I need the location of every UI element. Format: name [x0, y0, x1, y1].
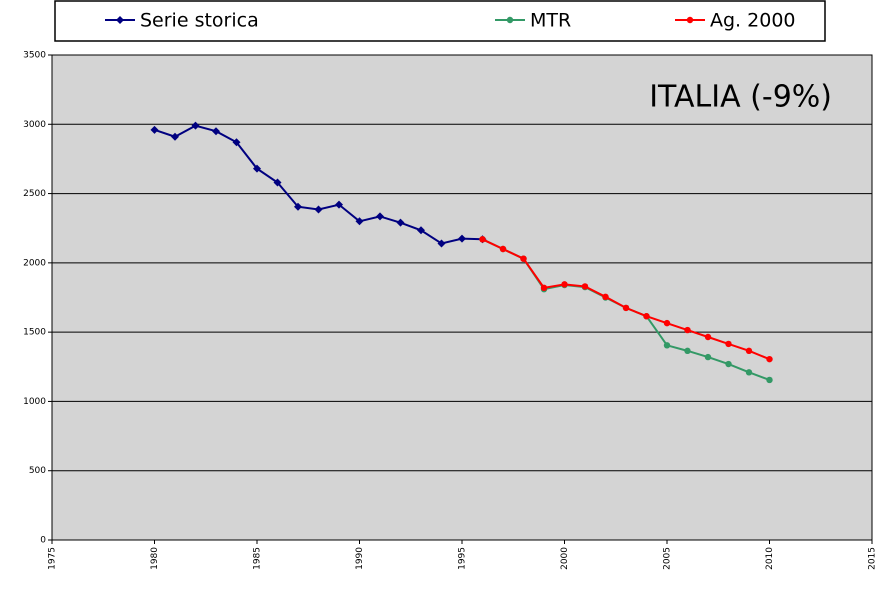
legend-marker	[506, 16, 514, 24]
plot-area	[51, 54, 873, 541]
marker	[622, 304, 630, 312]
y-tick-label: 500	[29, 466, 46, 476]
marker	[663, 319, 671, 327]
x-tick-label: 1985	[253, 547, 263, 570]
marker	[643, 313, 650, 320]
y-tick-label: 3500	[23, 51, 46, 61]
marker	[725, 360, 732, 368]
marker	[458, 234, 466, 243]
y-tick-label: 2000	[23, 258, 46, 268]
marker	[212, 127, 220, 136]
marker	[561, 281, 568, 288]
legend-label: MTR	[530, 10, 571, 32]
marker	[191, 121, 200, 130]
marker	[396, 218, 405, 227]
marker	[725, 340, 732, 348]
y-tick-label: 1000	[23, 397, 46, 407]
x-tick-label: 1990	[355, 547, 365, 570]
y-tick-label: 3000	[23, 120, 46, 130]
marker	[253, 164, 261, 173]
marker	[704, 333, 712, 341]
marker	[766, 355, 773, 363]
marker	[294, 202, 302, 211]
marker	[540, 284, 548, 291]
marker	[602, 293, 609, 301]
marker	[479, 236, 486, 243]
x-tick-label: 1995	[458, 547, 468, 570]
marker	[335, 200, 343, 209]
x-tick-label: 1975	[48, 547, 58, 570]
marker	[745, 347, 753, 355]
legend-marker	[116, 16, 124, 24]
marker	[417, 226, 425, 235]
x-tick-label: 1980	[150, 547, 160, 570]
x-tick-label: 2005	[663, 547, 673, 570]
marker	[171, 132, 179, 141]
marker	[314, 205, 323, 214]
marker	[355, 217, 364, 226]
marker	[704, 353, 712, 361]
marker	[150, 125, 159, 134]
marker	[520, 255, 527, 262]
marker	[684, 326, 691, 334]
legend-marker	[686, 16, 694, 24]
marker	[581, 283, 589, 290]
x-tick-label: 2000	[560, 547, 570, 570]
legend-label: Serie storica	[140, 10, 259, 32]
marker	[766, 376, 773, 384]
marker	[745, 369, 753, 376]
marker	[663, 342, 671, 349]
y-tick-label: 2500	[23, 189, 46, 199]
marker	[273, 178, 282, 187]
marker	[437, 239, 446, 248]
marker	[499, 245, 507, 253]
y-tick-label: 0	[40, 536, 46, 546]
x-tick-label: 2010	[765, 547, 775, 570]
y-tick-label: 1500	[23, 328, 46, 338]
x-tick-label: 2015	[868, 547, 878, 570]
legend-label: Ag. 2000	[710, 10, 796, 32]
marker	[376, 212, 384, 221]
marker	[684, 347, 691, 355]
annotation: ITALIA (-9%)	[649, 80, 832, 115]
marker	[232, 138, 241, 147]
